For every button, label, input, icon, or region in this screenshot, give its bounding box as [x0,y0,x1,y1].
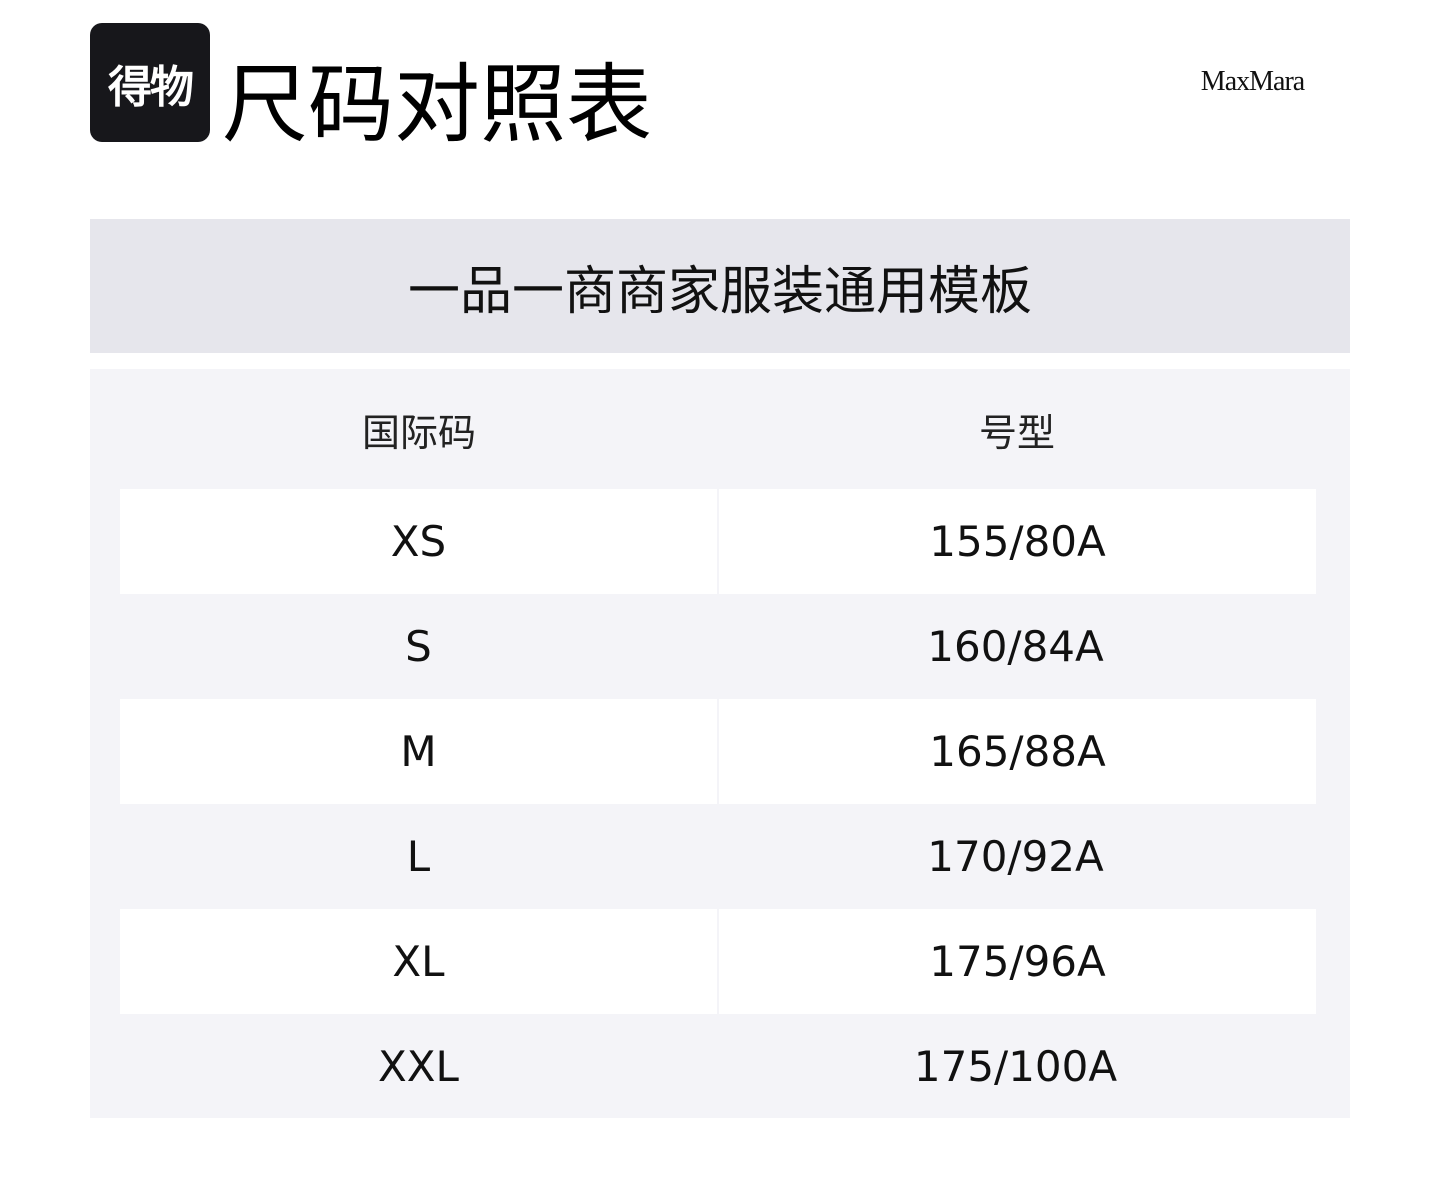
body-size-cell: 160/84A [927,622,1104,671]
table-row: S 160/84A [120,594,1316,699]
table-row: L 170/92A [120,804,1316,909]
table-header: 国际码 号型 [120,369,1316,489]
brand-logo: MaxMara [1200,66,1305,97]
table-row: XS 155/80A [120,489,1316,594]
body-size-cell: 165/88A [719,699,1316,804]
intl-size-cell: L [406,832,431,881]
body-size-cell: 155/80A [719,489,1316,594]
size-table: 国际码 号型 XS 155/80A S 160/84A M 165/88A L 170/92A… [90,369,1350,1118]
intl-size-cell: S [405,622,432,671]
body-size-cell: 175/100A [913,1042,1118,1091]
column-header-body-size: 号型 [978,410,1055,455]
table-row: M 165/88A [120,699,1316,804]
body-size-cell: 170/92A [927,832,1104,881]
dewu-logo: 得物 [90,23,210,142]
intl-size-cell: XS [120,489,717,594]
body-size-cell: 175/96A [719,909,1316,1014]
intl-size-cell: M [120,699,717,804]
table-row: XL 175/96A [120,909,1316,1014]
page-title: 尺码对照表 [222,55,652,155]
intl-size-cell: XXL [378,1042,459,1091]
table-row: XXL 175/100A [120,1014,1316,1119]
column-header-intl-size: 国际码 [361,410,476,455]
intl-size-cell: XL [120,909,717,1014]
template-title: 一品一商商家服装通用模板 [90,219,1350,353]
